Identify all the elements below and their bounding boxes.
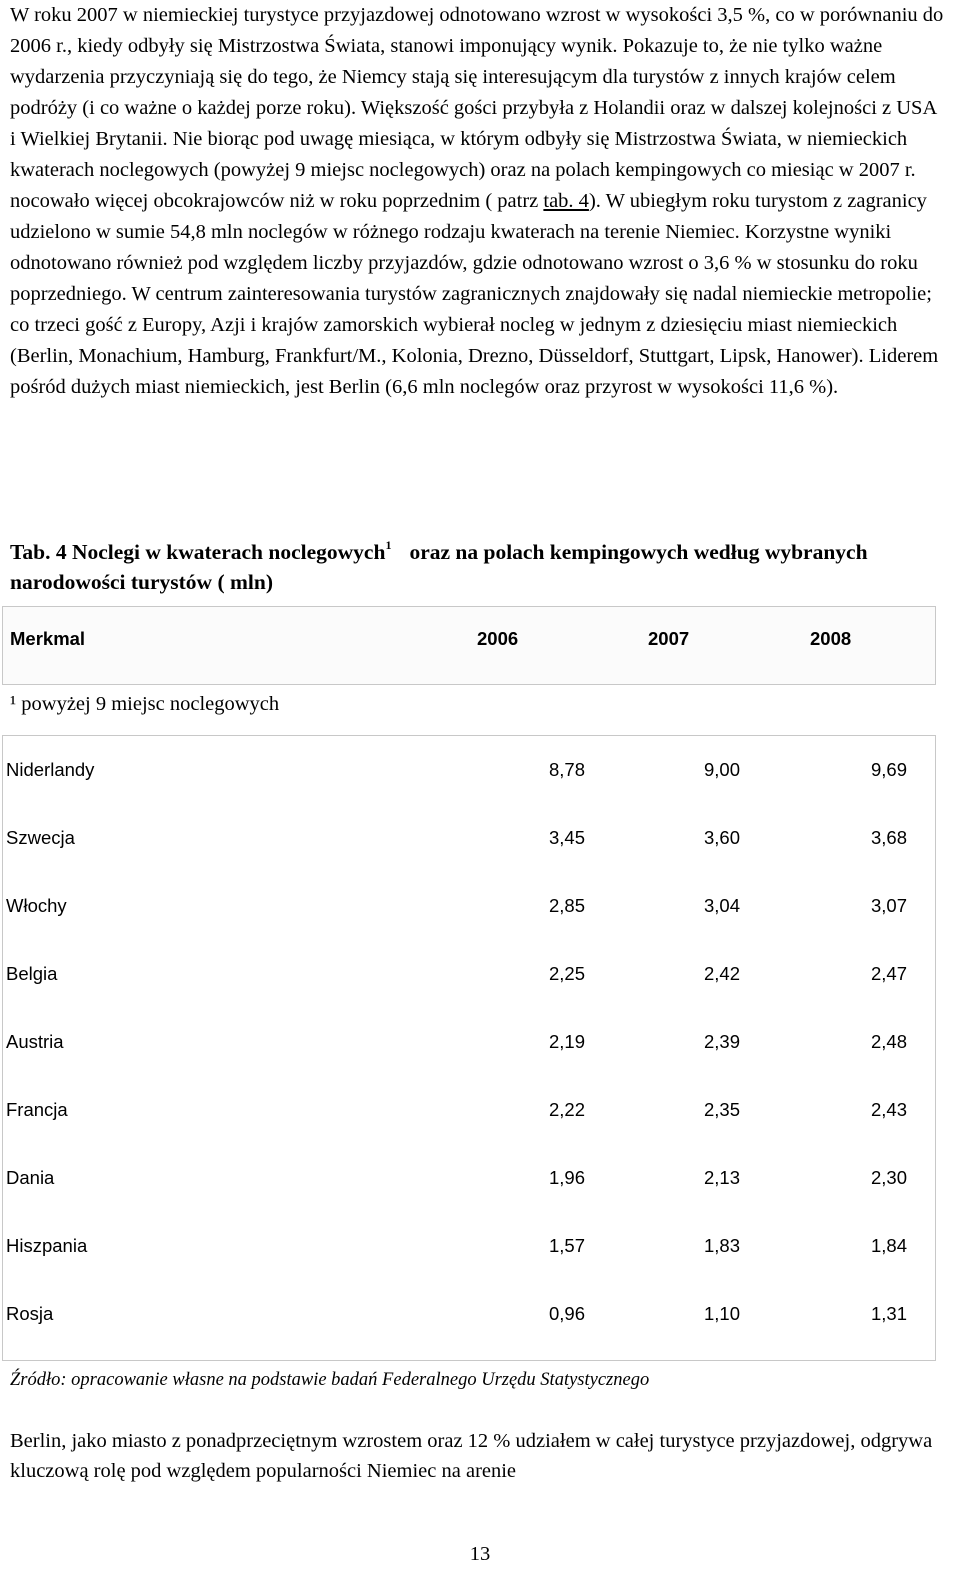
value-2008-cell: 3,07 bbox=[870, 895, 907, 916]
value-2006-cell: 2,25 bbox=[548, 963, 585, 984]
value-2007-cell: 9,00 bbox=[703, 759, 740, 780]
page-number: 13 bbox=[469, 1543, 491, 1565]
country-cell: Hiszpania bbox=[6, 1235, 88, 1256]
value-2008-cell: 1,84 bbox=[870, 1235, 907, 1256]
value-2006-cell: 8,78 bbox=[548, 759, 585, 780]
source-note: Źródło: opracowanie własne na podstawie … bbox=[10, 1370, 650, 1390]
header-label: Merkmal bbox=[10, 628, 86, 649]
table-row: Belgia 2,25 2,42 2,47 bbox=[3, 940, 935, 1008]
table-title-part2: oraz na polach kempingowych według wybra… bbox=[10, 540, 868, 594]
country-cell: Szwecja bbox=[6, 827, 75, 848]
value-2008-cell: 9,69 bbox=[870, 759, 907, 780]
header-year-2007: 2007 bbox=[648, 628, 690, 649]
table-row: Dania 1,96 2,13 2,30 bbox=[3, 1144, 935, 1212]
table-title-part1: Tab. 4 Noclegi w kwaterach noclegowych bbox=[10, 540, 386, 564]
value-2007-cell: 2,42 bbox=[703, 963, 740, 984]
value-2007-cell: 3,04 bbox=[703, 895, 740, 916]
header-year-2006: 2006 bbox=[477, 628, 519, 649]
table-row: Szwecja 3,45 3,60 3,68 bbox=[3, 804, 935, 872]
value-2006-cell: 0,96 bbox=[548, 1303, 585, 1324]
table-row: Francja 2,22 2,35 2,43 bbox=[3, 1076, 935, 1144]
value-2007-cell: 2,39 bbox=[703, 1031, 740, 1052]
closing-paragraph: Berlin, jako miasto z ponadprzeciętnym w… bbox=[10, 1430, 933, 1482]
table-header: Merkmal 2006 2007 2008 bbox=[2, 606, 936, 685]
value-2006-cell: 2,85 bbox=[548, 895, 585, 916]
value-2006-cell: 2,19 bbox=[548, 1031, 585, 1052]
value-2007-cell: 3,60 bbox=[703, 827, 740, 848]
value-2006-cell: 1,57 bbox=[548, 1235, 585, 1256]
value-2006-cell: 2,22 bbox=[548, 1099, 585, 1120]
country-cell: Rosja bbox=[6, 1303, 54, 1324]
value-2007-cell: 2,13 bbox=[703, 1167, 740, 1188]
value-2008-cell: 2,48 bbox=[870, 1031, 907, 1052]
value-2006-cell: 1,96 bbox=[548, 1167, 585, 1188]
value-2008-cell: 2,30 bbox=[870, 1167, 907, 1188]
table-row: Rosja 0,96 1,10 1,31 bbox=[3, 1280, 935, 1348]
intro-text-part1: W roku 2007 w niemieckiej turystyce przy… bbox=[10, 4, 944, 212]
value-2007-cell: 1,83 bbox=[703, 1235, 740, 1256]
table-row: Włochy 2,85 3,04 3,07 bbox=[3, 872, 935, 940]
value-2008-cell: 2,43 bbox=[870, 1099, 907, 1120]
table-title: Tab. 4 Noclegi w kwaterach noclegowych1 o… bbox=[10, 530, 930, 597]
value-2006-cell: 3,45 bbox=[548, 827, 585, 848]
value-2007-cell: 1,10 bbox=[703, 1303, 740, 1324]
country-cell: Dania bbox=[6, 1167, 55, 1188]
value-2007-cell: 2,35 bbox=[703, 1099, 740, 1120]
country-cell: Francja bbox=[6, 1099, 68, 1120]
intro-paragraph: W roku 2007 w niemieckiej turystyce przy… bbox=[10, 0, 945, 403]
table-reference-link[interactable]: tab. 4 bbox=[543, 190, 589, 212]
data-table: Niderlandy 8,78 9,00 9,69 Szwecja 3,45 3,60 3,6… bbox=[2, 735, 936, 1361]
value-2008-cell: 2,47 bbox=[870, 963, 907, 984]
country-cell: Niderlandy bbox=[6, 759, 95, 780]
header-year-2008: 2008 bbox=[810, 628, 852, 649]
value-2008-cell: 1,31 bbox=[870, 1303, 907, 1324]
table-row: Austria 2,19 2,39 2,48 bbox=[3, 1008, 935, 1076]
country-cell: Belgia bbox=[6, 963, 58, 984]
country-cell: Austria bbox=[6, 1031, 64, 1052]
value-2008-cell: 3,68 bbox=[870, 827, 907, 848]
table-row: Hiszpania 1,57 1,83 1,84 bbox=[3, 1212, 935, 1280]
table-title-footnote-mark: 1 bbox=[385, 538, 392, 552]
table-row: Niderlandy 8,78 9,00 9,69 bbox=[3, 736, 935, 804]
footnote: ¹ powyżej 9 miejsc noclegowych bbox=[10, 693, 280, 715]
country-cell: Włochy bbox=[6, 895, 67, 916]
intro-text-part2: ). W ubiegłym roku turystom z zagranicy … bbox=[10, 190, 939, 398]
